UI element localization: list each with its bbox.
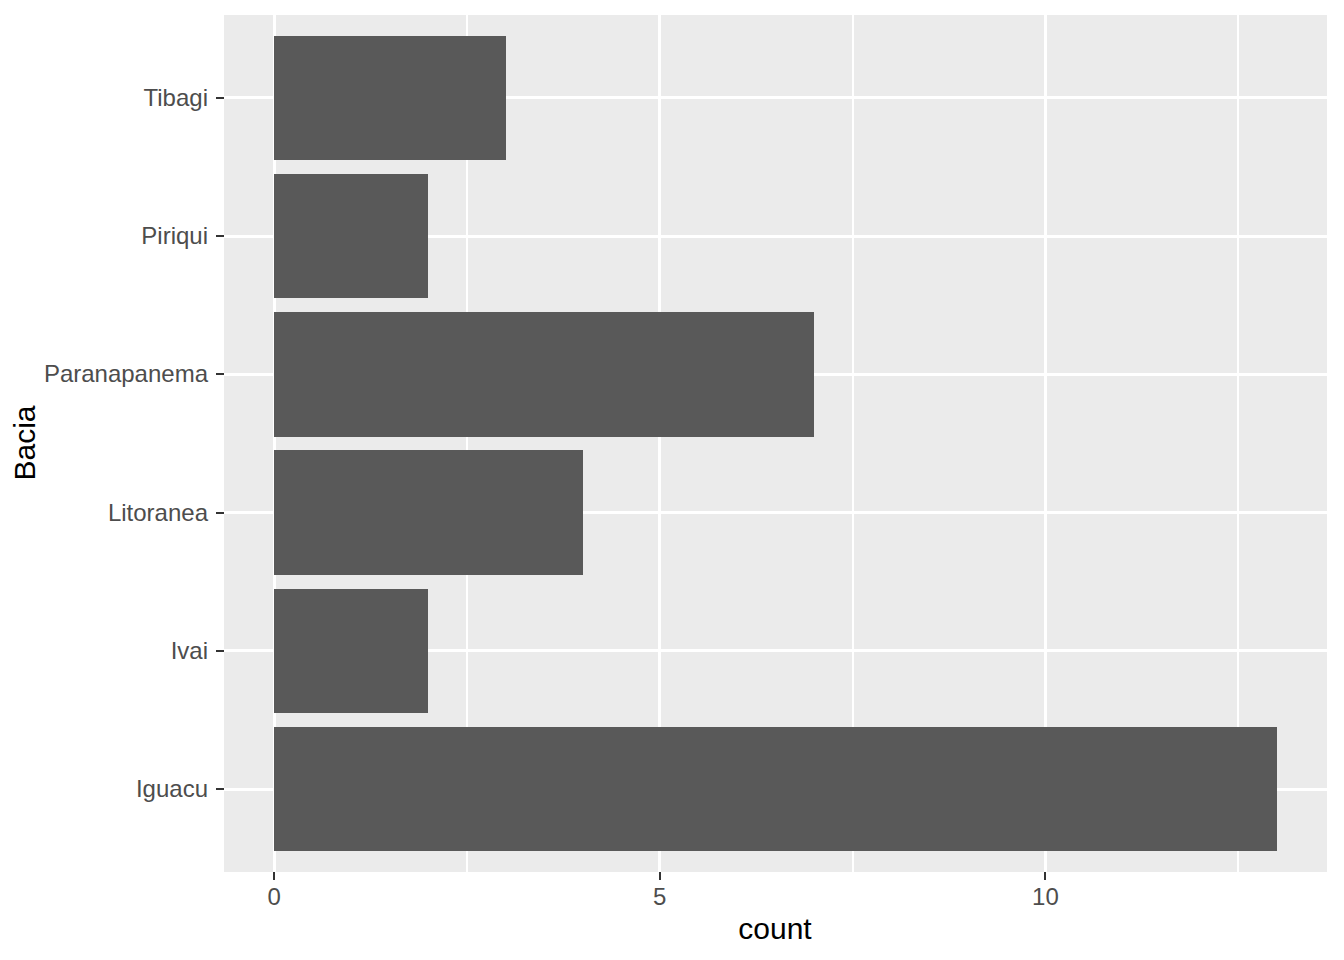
bar [274,589,428,713]
y-tick-mark [216,650,224,652]
y-tick-mark [216,235,224,237]
bar [274,727,1277,851]
y-tick-label: Ivai [0,637,208,665]
bar [274,450,583,574]
bar [274,174,428,298]
y-tick-label: Tibagi [0,84,208,112]
y-axis-title: Bacia [8,405,42,480]
bar [274,36,505,160]
y-tick-mark [216,788,224,790]
x-tick-mark [659,872,661,880]
plot-panel [224,15,1327,872]
x-tick-mark [273,872,275,880]
bar [274,312,814,436]
x-tick-mark [1044,872,1046,880]
bar-chart-figure: Bacia count Tibagi Piriqui Paranapanema Lit… [0,0,1344,960]
y-tick-mark [216,97,224,99]
y-tick-mark [216,512,224,514]
x-tick-label: 10 [1032,883,1059,911]
y-tick-mark [216,373,224,375]
y-tick-label: Piriqui [0,222,208,250]
y-tick-label: Litoranea [0,499,208,527]
x-tick-label: 0 [267,883,280,911]
x-tick-label: 5 [653,883,666,911]
y-tick-label: Iguacu [0,775,208,803]
x-axis-title: count [738,912,811,946]
y-tick-label: Paranapanema [0,360,208,388]
